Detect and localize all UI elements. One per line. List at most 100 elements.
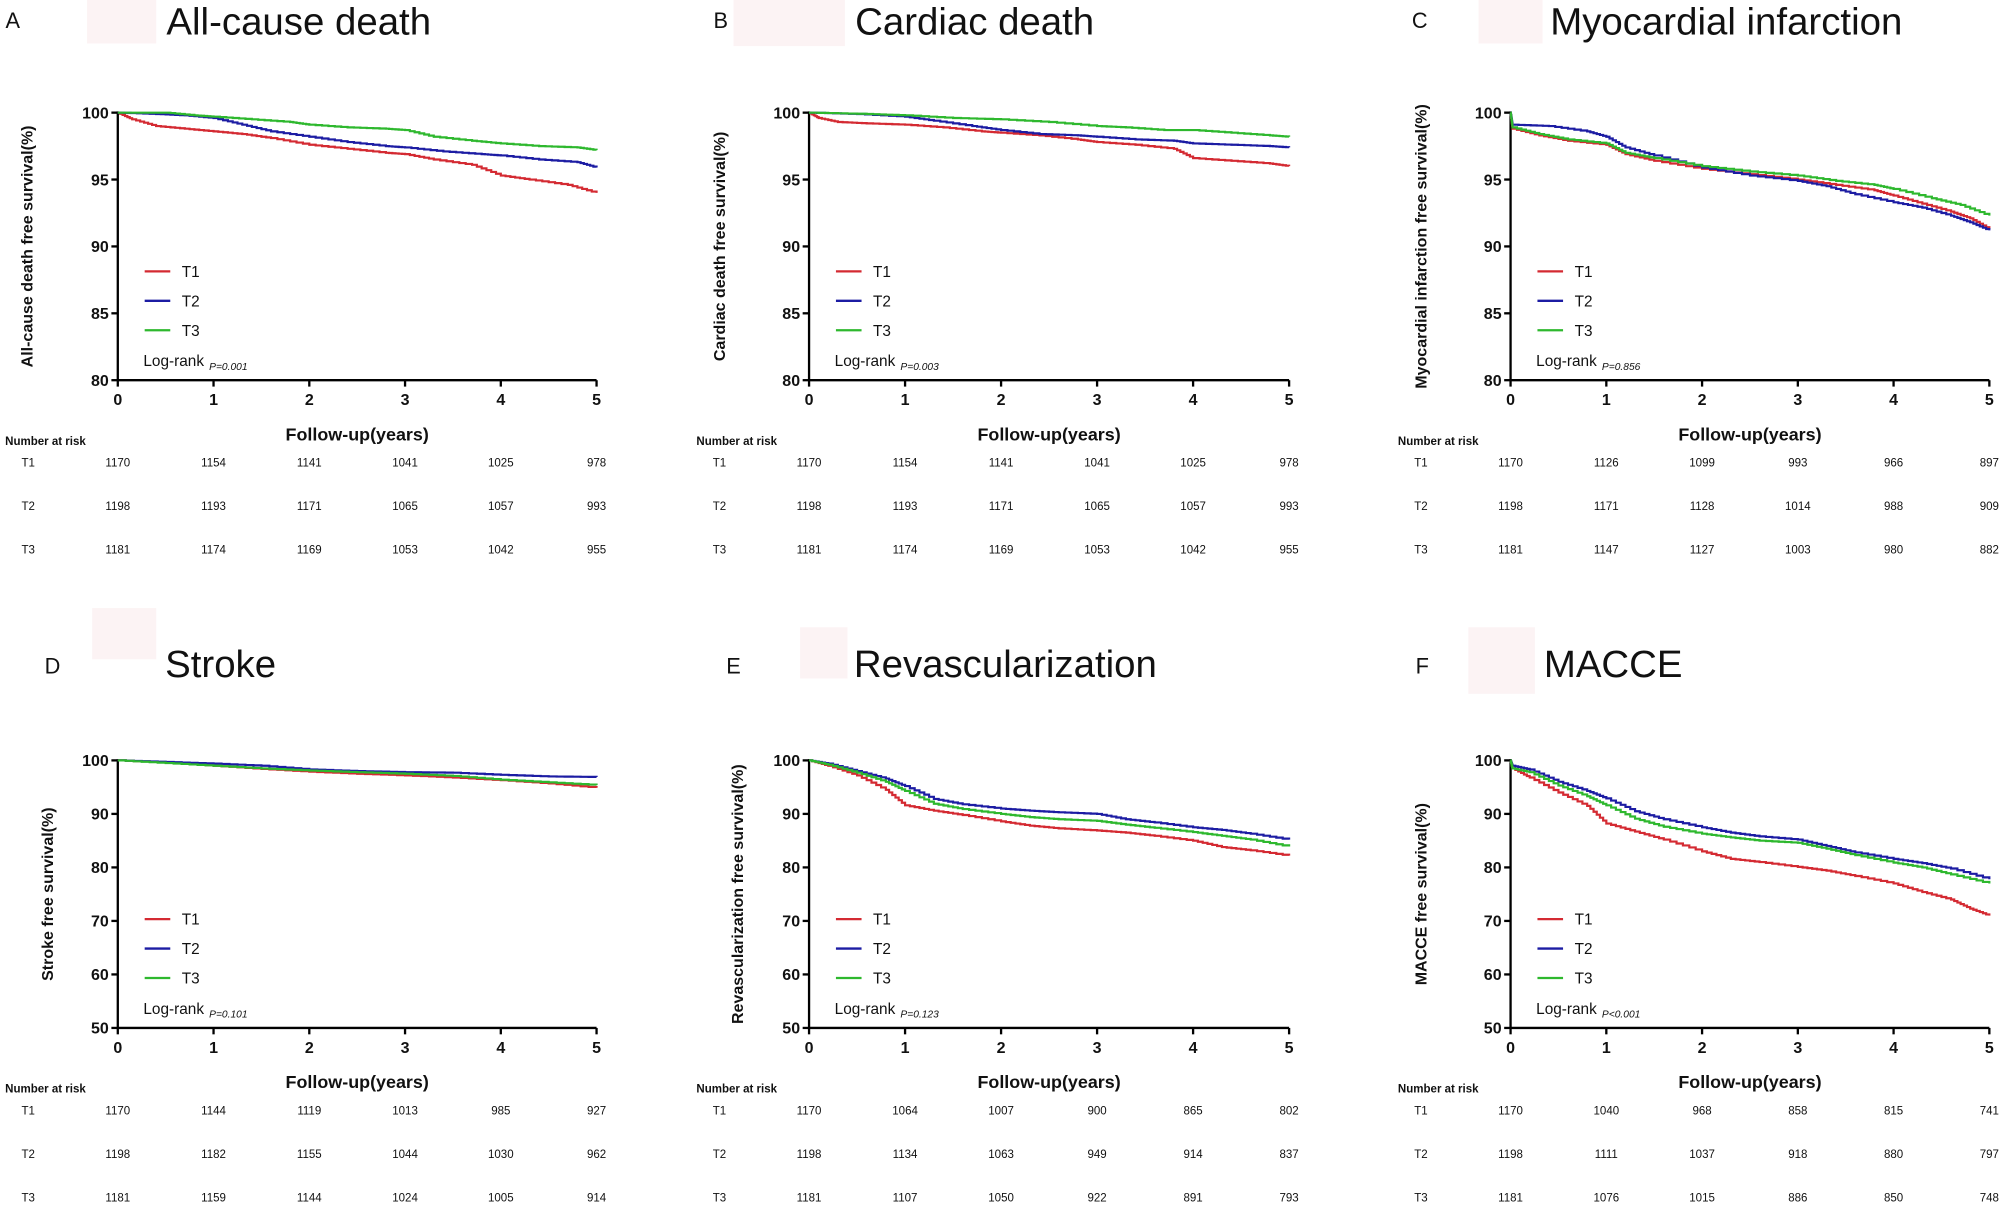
number-at-risk-value: 949 (1087, 1149, 1106, 1161)
y-tick-label: 95 (91, 172, 109, 189)
x-tick-label: 0 (113, 1040, 122, 1057)
y-tick-label: 100 (1475, 105, 1502, 122)
number-at-risk-value: 1198 (105, 501, 130, 513)
y-tick-label: 80 (1484, 373, 1502, 390)
legend-label: T3 (182, 971, 200, 988)
number-at-risk-value: 1064 (892, 1105, 918, 1117)
number-at-risk-group: T2 (1414, 501, 1427, 513)
number-at-risk-value: 978 (1279, 458, 1298, 470)
number-at-risk-value: 1154 (201, 458, 226, 470)
legend-label: T1 (1575, 264, 1593, 281)
title-background (1468, 627, 1535, 694)
y-axis-label: MACCE free survival(%) (1414, 803, 1431, 985)
number-at-risk-group: T3 (1414, 545, 1427, 557)
x-axis-label: Follow-up(years) (1678, 1072, 1821, 1092)
x-tick-label: 5 (1985, 1040, 1994, 1057)
x-tick-label: 1 (209, 392, 218, 409)
legend-label: T3 (873, 971, 891, 988)
number-at-risk-value: 962 (587, 1149, 606, 1161)
curve-a-t1 (117, 111, 598, 193)
number-at-risk-group: T1 (21, 458, 34, 470)
legend-label: T1 (182, 912, 200, 929)
x-axis-label: Follow-up(years) (1678, 424, 1821, 444)
y-tick-label: 95 (782, 172, 800, 189)
number-at-risk-heading: Number at risk (1398, 1084, 1479, 1096)
number-at-risk-value: 1040 (1594, 1105, 1620, 1117)
number-at-risk-value: 1042 (488, 545, 514, 557)
number-at-risk-value: 914 (587, 1192, 607, 1204)
curve-a-t2 (117, 111, 598, 168)
number-at-risk-value: 880 (1884, 1149, 1903, 1161)
log-rank-annotation: Log-rank P=0.003 (835, 353, 939, 373)
y-tick-label: 70 (782, 914, 800, 931)
number-at-risk-value: 1134 (893, 1149, 918, 1161)
x-tick-label: 0 (805, 392, 814, 409)
number-at-risk-value: 865 (1183, 1105, 1202, 1117)
number-at-risk-value: 1159 (201, 1192, 226, 1204)
number-at-risk-value: 1111 (1595, 1149, 1618, 1161)
legend-label: T2 (873, 293, 891, 310)
number-at-risk-value: 993 (1788, 458, 1807, 470)
x-axis-label: Follow-up(years) (286, 1072, 429, 1092)
legend-label: T2 (1575, 941, 1593, 958)
y-tick-label: 80 (91, 373, 109, 390)
panel-a: A All-cause death All-cause death free sur… (5, 0, 606, 557)
log-rank-annotation: Log-rank P=0.123 (835, 1001, 939, 1021)
x-tick-label: 4 (1189, 392, 1198, 409)
number-at-risk-value: 886 (1788, 1192, 1807, 1204)
y-tick-label: 80 (782, 373, 800, 390)
log-rank-label: Log-rank (835, 1001, 896, 1018)
number-at-risk-group: T1 (713, 458, 726, 470)
y-tick-label: 80 (1484, 860, 1502, 877)
number-at-risk-value: 1154 (893, 458, 918, 470)
log-rank-p-value: P=0.101 (209, 1010, 247, 1021)
number-at-risk-group: T1 (1414, 1105, 1427, 1117)
x-tick-label: 0 (805, 1040, 814, 1057)
y-tick-label: 90 (1484, 239, 1502, 256)
number-at-risk-value: 748 (1980, 1192, 1999, 1204)
log-rank-label: Log-rank (835, 353, 896, 370)
log-rank-p-value: P<0.001 (1602, 1010, 1640, 1021)
y-tick-label: 100 (773, 753, 800, 770)
number-at-risk-value: 1126 (1594, 458, 1619, 470)
curve-f-t1 (1509, 759, 1991, 916)
y-tick-label: 90 (91, 239, 109, 256)
number-at-risk-value: 850 (1884, 1192, 1903, 1204)
log-rank-p-value: P=0.001 (209, 362, 247, 373)
panel-letter: D (45, 653, 61, 678)
number-at-risk-value: 1181 (797, 1192, 822, 1204)
panel-letter: F (1416, 653, 1429, 678)
y-tick-label: 85 (1484, 306, 1502, 323)
log-rank-p-value: P=0.123 (900, 1010, 939, 1021)
curve-b-t2 (809, 111, 1291, 149)
number-at-risk-value: 1042 (1180, 545, 1206, 557)
number-at-risk-value: 966 (1884, 458, 1903, 470)
number-at-risk-value: 1169 (989, 545, 1014, 557)
log-rank-label: Log-rank (1536, 1001, 1597, 1018)
log-rank-p-value: P=0.003 (900, 362, 939, 373)
number-at-risk-value: 858 (1788, 1105, 1807, 1117)
number-at-risk-group: T3 (713, 1192, 726, 1204)
number-at-risk-value: 1198 (797, 1149, 822, 1161)
log-rank-annotation: Log-rank P=0.856 (1536, 353, 1640, 373)
number-at-risk-value: 837 (1279, 1149, 1298, 1161)
title-background (87, 0, 157, 44)
number-at-risk-value: 1053 (1084, 545, 1110, 557)
y-tick-label: 80 (91, 860, 109, 877)
y-axis-label: Stroke free survival(%) (40, 807, 57, 980)
y-tick-label: 50 (91, 1021, 109, 1038)
y-axis-label: Cardiac death free survival(%) (712, 132, 729, 361)
number-at-risk-value: 914 (1183, 1149, 1203, 1161)
number-at-risk-value: 1041 (1084, 458, 1110, 470)
curve-c-t2 (1509, 111, 1991, 231)
number-at-risk-value: 1181 (105, 1192, 130, 1204)
number-at-risk-value: 1099 (1689, 458, 1715, 470)
x-axis-label: Follow-up(years) (286, 424, 429, 444)
number-at-risk-value: 1053 (392, 545, 418, 557)
number-at-risk-value: 1193 (893, 501, 918, 513)
curve-b-t1 (809, 111, 1291, 167)
title-background (92, 608, 157, 660)
number-at-risk-value: 1003 (1785, 545, 1811, 557)
number-at-risk-value: 955 (587, 545, 606, 557)
